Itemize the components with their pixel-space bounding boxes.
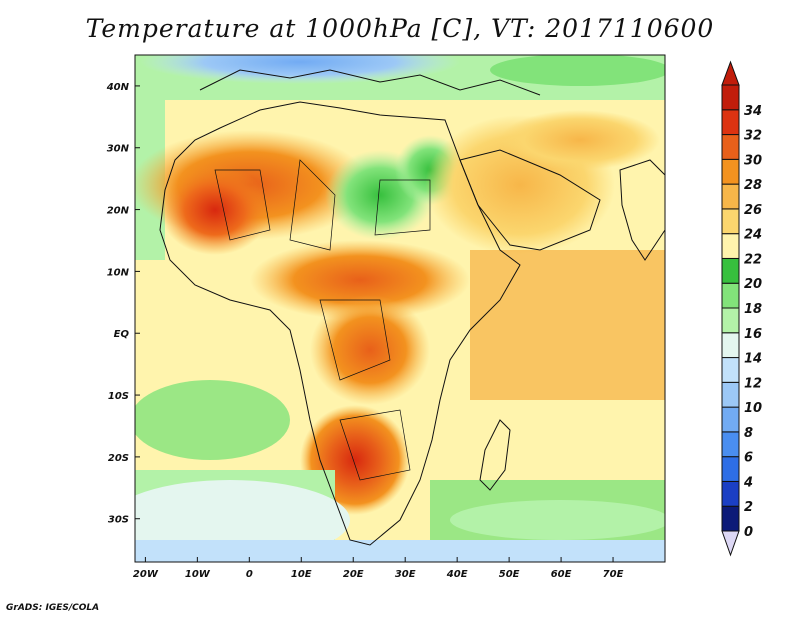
- colorbar-label: 24: [744, 228, 762, 243]
- x-tick-label: 30E: [395, 569, 416, 580]
- colorbar-swatch: [721, 456, 740, 482]
- grads-credit: GrADS: IGES/COLA: [6, 603, 100, 613]
- y-tick-label: 10N: [107, 267, 130, 278]
- x-tick-label: 20E: [343, 569, 364, 580]
- colorbar-label: 0: [744, 525, 753, 540]
- x-tick-label: 10W: [185, 569, 211, 580]
- x-tick-label: 20W: [133, 569, 159, 580]
- colorbar-swatch: [721, 183, 740, 210]
- y-tick-label: EQ: [114, 329, 130, 340]
- y-tick-label: 20N: [107, 206, 130, 217]
- colorbar-swatch: [721, 406, 740, 433]
- map-frame: [134, 54, 666, 563]
- colorbar-label: 10: [744, 401, 762, 416]
- colorbar-swatch: [721, 208, 740, 235]
- colorbar-label: 22: [744, 252, 762, 267]
- colorbar-label: 34: [744, 104, 762, 119]
- y-tick-label: 30N: [107, 144, 130, 155]
- colorbar-swatch: [721, 381, 740, 408]
- colorbar-label: 12: [744, 376, 762, 391]
- colorbar-swatch: [721, 233, 740, 259]
- colorbar-label: 28: [744, 178, 762, 193]
- x-tick-label: 40E: [446, 569, 468, 580]
- colorbar-label: 16: [744, 327, 762, 342]
- colorbar-swatch: [721, 505, 740, 532]
- page-title: Temperature at 1000hPa [C], VT: 20171106…: [85, 14, 715, 43]
- colorbar-swatch: [721, 357, 740, 383]
- colorbar-swatch: [721, 431, 740, 458]
- colorbar-swatch: [721, 282, 740, 309]
- colorbar-label: 32: [744, 129, 762, 144]
- colorbar-swatch: [721, 480, 740, 507]
- colorbar-swatch: [721, 307, 740, 334]
- y-tick-label: 40N: [106, 82, 130, 93]
- colorbar-label: 20: [744, 277, 762, 292]
- colorbar-label: 6: [744, 451, 753, 466]
- colorbar-label: 4: [743, 475, 753, 490]
- colorbar-label: 8: [744, 426, 753, 441]
- colorbar-label: 26: [744, 203, 762, 218]
- colorbar-swatch: [721, 109, 740, 136]
- colorbar-swatch: [721, 84, 740, 111]
- y-tick-label: 10S: [108, 391, 129, 402]
- colorbar-label: 14: [744, 352, 762, 367]
- temperature-field: [135, 55, 665, 562]
- colorbar-label: 2: [744, 500, 753, 515]
- x-tick-label: 60E: [551, 569, 572, 580]
- x-tick-label: 70E: [603, 569, 624, 580]
- map-axes: 20W 10W 0 10E 20E 30E 40E 50E 60E 70E 40N 30N 20N 10N…: [106, 82, 624, 580]
- colorbar-swatch: [721, 257, 740, 284]
- colorbar-swatch: [721, 332, 740, 359]
- y-tick-label: 30S: [108, 515, 129, 526]
- colorbar-swatch: [721, 134, 740, 160]
- colorbar-swatch: [721, 158, 740, 185]
- y-tick-label: 20S: [108, 453, 129, 464]
- colorbar-label: 30: [744, 153, 762, 168]
- colorbar-label: 18: [744, 302, 762, 317]
- x-tick-label: 10E: [291, 569, 312, 580]
- colorbar-bottom-arrow: [721, 530, 740, 557]
- x-tick-label: 0: [246, 569, 253, 580]
- x-tick-label: 50E: [499, 569, 520, 580]
- colorbar-top-arrow: [721, 60, 740, 86]
